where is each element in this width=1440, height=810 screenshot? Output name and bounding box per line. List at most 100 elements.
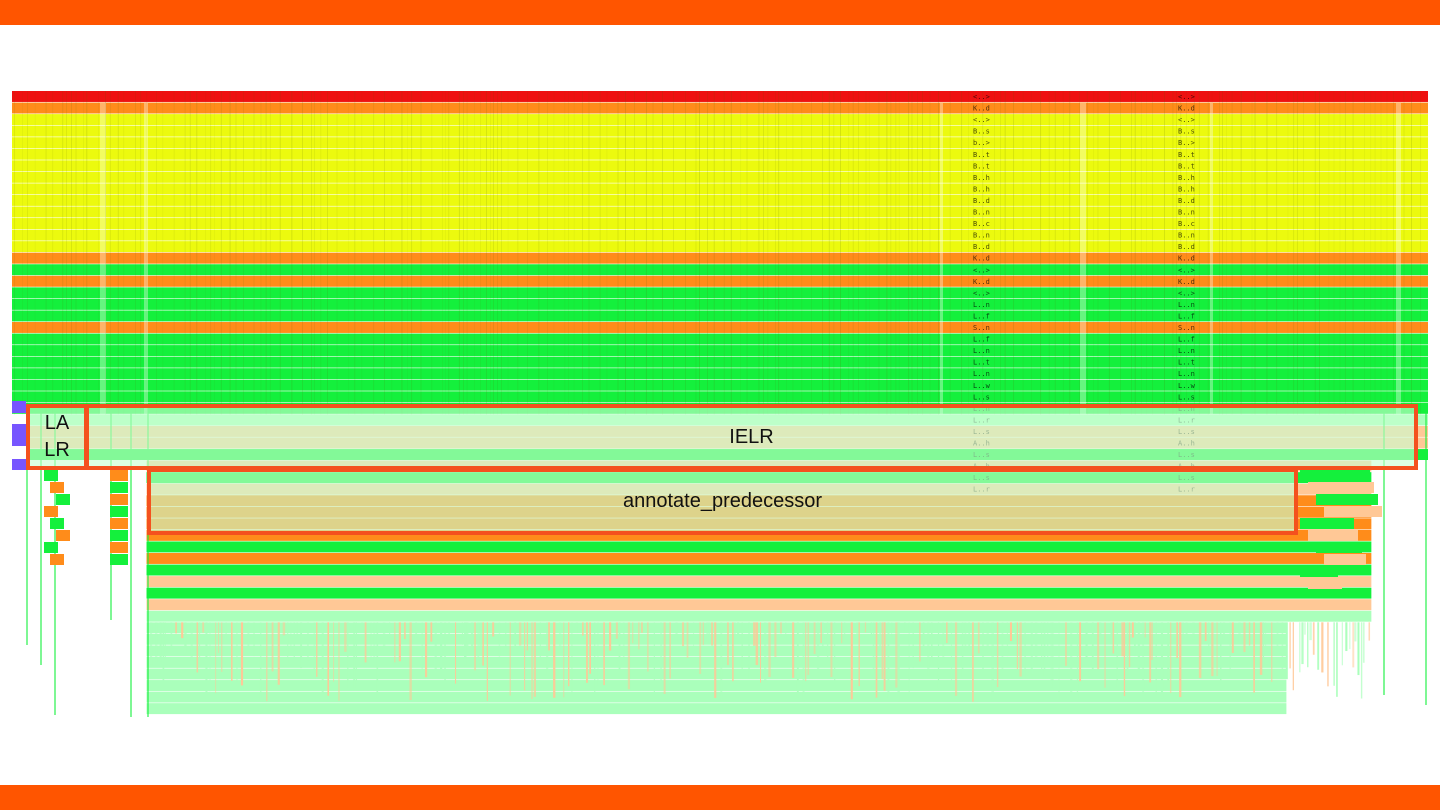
frame-divider [695, 91, 697, 415]
frame-label: B..n [973, 209, 990, 217]
frame-divider [445, 91, 446, 415]
flame-tail [181, 622, 184, 639]
flame-frame [12, 310, 1428, 322]
frame-divider [448, 91, 450, 415]
frame-divider [1333, 91, 1335, 415]
flame-tail [779, 622, 783, 634]
frame-divider [135, 91, 136, 415]
flame-frame-right [1300, 566, 1338, 577]
flame-tail [1271, 622, 1273, 682]
flame-tail [603, 622, 605, 686]
frame-divider [205, 91, 207, 415]
flame-tail [986, 622, 989, 653]
frame-divider [1134, 91, 1136, 415]
frame-divider [938, 91, 939, 415]
flame-tail [942, 622, 945, 660]
frame-divider [911, 91, 913, 415]
flame-tail [1352, 622, 1355, 668]
frame-divider [786, 91, 787, 415]
frame-divider [723, 91, 725, 415]
frame-label: B..t [973, 151, 990, 159]
frame-divider [1079, 91, 1080, 415]
frame-divider [1240, 91, 1242, 415]
frame-divider [1393, 91, 1395, 415]
flame-frame-left [110, 542, 128, 553]
flame-tail [1253, 622, 1255, 693]
flame-frame [146, 587, 1372, 599]
frame-divider [406, 91, 408, 415]
flame-frame [12, 275, 1428, 287]
frame-divider [391, 91, 393, 415]
frame-label: b..> [973, 139, 990, 147]
flame-frame [12, 379, 1428, 391]
flame-tail [1131, 622, 1134, 638]
flame-tail [741, 622, 743, 669]
flame-tail [175, 622, 177, 634]
flame-frame [146, 610, 1372, 622]
flame-tail [881, 622, 884, 680]
flame-tail [1208, 622, 1210, 656]
flame-tail [170, 622, 173, 655]
flame-tail [1137, 622, 1140, 674]
callout-lr-label: LR [44, 439, 70, 461]
flame-tail [834, 622, 836, 683]
frame-divider [961, 91, 963, 415]
flame-frame [146, 622, 1287, 634]
flame-tail [282, 622, 286, 636]
flame-tail [807, 622, 810, 675]
frame-divider [485, 91, 487, 415]
frame-divider [1211, 91, 1213, 415]
flame-tail [1001, 622, 1004, 675]
frame-violet [12, 459, 26, 470]
flame-frame [12, 183, 1428, 195]
frame-divider [196, 91, 198, 415]
flame-tail [1070, 622, 1073, 700]
frame-label: S..n [1178, 324, 1195, 332]
flame-frame [12, 356, 1428, 368]
frame-divider [1225, 91, 1227, 415]
flame-tail [1341, 622, 1343, 666]
frame-divider [994, 91, 995, 415]
flame-tail [546, 622, 549, 675]
frame-divider [568, 91, 569, 415]
flame-tail [548, 622, 550, 651]
flame-tail [895, 622, 898, 688]
frame-label: K..d [973, 278, 990, 286]
flame-tail [266, 622, 268, 702]
frame-divider [767, 91, 769, 415]
frame-divider [573, 91, 575, 415]
frame-divider [1386, 91, 1388, 415]
flame-tail [1259, 622, 1263, 675]
flame-tail [887, 622, 890, 700]
flame-tail [389, 622, 391, 638]
flame-tail [364, 622, 367, 663]
frame-divider [458, 91, 460, 415]
frame-divider [1287, 91, 1289, 415]
frame-divider [652, 91, 654, 415]
flame-tail [1248, 622, 1251, 646]
flame-tail [1204, 622, 1207, 642]
frame-divider [1198, 91, 1200, 415]
frame-divider [699, 91, 700, 415]
frame-label: L..n [973, 370, 990, 378]
frame-label: B..d [973, 243, 990, 251]
frame-divider [1266, 91, 1268, 415]
flame-tower [40, 405, 42, 665]
flame-tail [686, 622, 689, 658]
flame-tail [398, 622, 401, 662]
flame-frame [146, 691, 1287, 703]
frame-label: <..> [973, 289, 990, 297]
flame-frame-right [1324, 554, 1366, 565]
flame-tail [571, 622, 573, 696]
frame-label: B..n [1178, 209, 1195, 217]
flame-tail [597, 622, 599, 686]
flame-tail [290, 622, 292, 650]
flame-tail [826, 622, 829, 658]
frame-divider [86, 91, 88, 415]
flame-tail [313, 622, 316, 670]
flame-frame [146, 564, 1372, 576]
flame-tail [1299, 622, 1301, 673]
frame-label: L..n [1178, 370, 1195, 378]
frame-divider [1380, 91, 1382, 415]
flame-tail [982, 622, 984, 669]
